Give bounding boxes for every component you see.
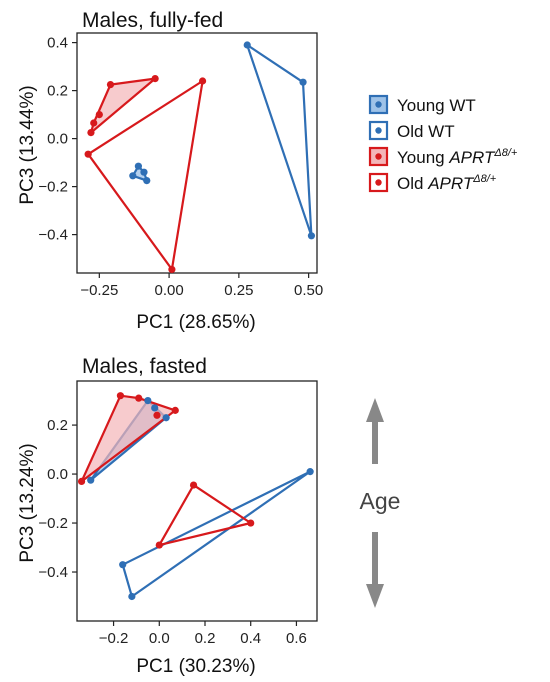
young-wt-point (143, 177, 151, 185)
young-wt-point (134, 162, 142, 170)
legend-label: Old WT (397, 122, 455, 141)
old-wt-point (119, 561, 127, 569)
x-tick-label: 0.4 (240, 630, 261, 647)
y-tick-label: 0.0 (47, 131, 68, 148)
old-aprt-point (84, 150, 92, 158)
old-wt-point (128, 592, 136, 601)
legend-label: Young WT (397, 96, 476, 115)
plot-frame (76, 380, 318, 622)
young-wt-point (129, 172, 137, 180)
y-tick-label: 0.4 (47, 35, 68, 52)
young-wt-point (162, 414, 170, 422)
old-wt-point (243, 41, 251, 49)
y-tick-label: −0.4 (38, 227, 68, 244)
legend-marker (375, 179, 382, 186)
x-tick-label: 0.50 (294, 282, 323, 299)
up-arrow-shaft (372, 420, 378, 464)
down-arrow-shaft (372, 532, 378, 586)
young-wt-point (144, 396, 152, 405)
y-tick-label: −0.2 (38, 179, 68, 196)
young-wt-point (140, 168, 148, 176)
young-aprt-hull (80, 394, 177, 483)
panel-fully-fed: Males, fully-fed −0.25 0.00 0.25 0.50 0.40.… (17, 9, 323, 333)
point-layer (77, 392, 314, 601)
x-tick-label: −0.25 (80, 282, 118, 299)
y-tick-label: 0.2 (47, 417, 68, 434)
x-axis-label: PC1 (28.65%) (136, 312, 255, 333)
x-tick-label: 0.00 (154, 282, 183, 299)
x-axis-label: PC1 (30.23%) (136, 656, 255, 677)
y-tick-label: −0.2 (38, 515, 68, 532)
y-tick-label: 0.0 (47, 466, 68, 483)
young-aprt-point (116, 392, 125, 400)
old-aprt-point (198, 77, 207, 85)
old-aprt-point (247, 519, 255, 527)
hull-layer (87, 43, 313, 271)
old-aprt-point (189, 481, 198, 489)
old-wt-point (299, 78, 307, 86)
y-axis-ticks: 0.4 0.2 0.0 −0.2 −0.4 (38, 35, 77, 244)
young-aprt-point (87, 129, 95, 137)
x-tick-label: 0.25 (224, 282, 253, 299)
old-wt-hull (246, 43, 313, 237)
point-layer (84, 41, 316, 273)
young-wt-point (87, 476, 95, 484)
chart-title: Males, fasted (82, 355, 207, 378)
y-axis-label: PC3 (13.24%) (17, 443, 38, 562)
x-tick-label: −0.2 (99, 630, 129, 647)
old-wt-point (306, 468, 314, 476)
young-aprt-point (77, 477, 86, 486)
legend-marker (375, 127, 382, 134)
y-axis-label: PC3 (13.44%) (17, 85, 38, 204)
down-arrow-icon (366, 584, 384, 608)
age-indicator: Age (360, 398, 401, 608)
plot-frame (76, 32, 318, 274)
young-aprt-point (90, 119, 98, 127)
old-aprt-hull (158, 484, 252, 547)
hull-layer (80, 394, 312, 598)
old-aprt-point (155, 541, 163, 549)
old-aprt-hull (87, 79, 204, 271)
young-aprt-point (95, 111, 103, 119)
x-axis-ticks: −0.25 0.00 0.25 0.50 (80, 273, 323, 299)
chart-title: Males, fully-fed (82, 9, 223, 32)
young-aprt-point (151, 75, 159, 83)
legend-label: Old APRTΔ8/+ (397, 173, 497, 193)
x-tick-label: 0.0 (149, 630, 170, 647)
y-axis-ticks: 0.2 0.0 −0.2 −0.4 (38, 417, 77, 581)
y-tick-label: 0.2 (47, 83, 68, 100)
young-aprt-point (135, 394, 143, 402)
y-tick-label: −0.4 (38, 564, 68, 581)
young-aprt-hull (89, 77, 157, 134)
up-arrow-icon (366, 398, 384, 422)
legend: Young WT Old WT Young APRTΔ8/+ Old APRTΔ8/+ (368, 94, 518, 193)
young-aprt-point (171, 406, 179, 414)
young-aprt-point (106, 81, 115, 89)
legend-label: Young APRTΔ8/+ (397, 147, 518, 167)
old-wt-hull (121, 470, 312, 598)
old-aprt-point (168, 265, 176, 273)
x-tick-label: 0.2 (195, 630, 216, 647)
legend-marker (375, 101, 382, 108)
young-aprt-point (153, 411, 161, 419)
panel-fasted: Males, fasted −0.2 0.0 0.2 0.4 0.6 0.20.0−0.… (17, 355, 318, 677)
x-axis-ticks: −0.2 0.0 0.2 0.4 0.6 (99, 621, 307, 647)
old-wt-point (307, 232, 316, 240)
age-label: Age (360, 488, 401, 514)
young-wt-point (151, 404, 159, 412)
x-tick-label: 0.6 (286, 630, 307, 647)
legend-marker (375, 153, 382, 160)
